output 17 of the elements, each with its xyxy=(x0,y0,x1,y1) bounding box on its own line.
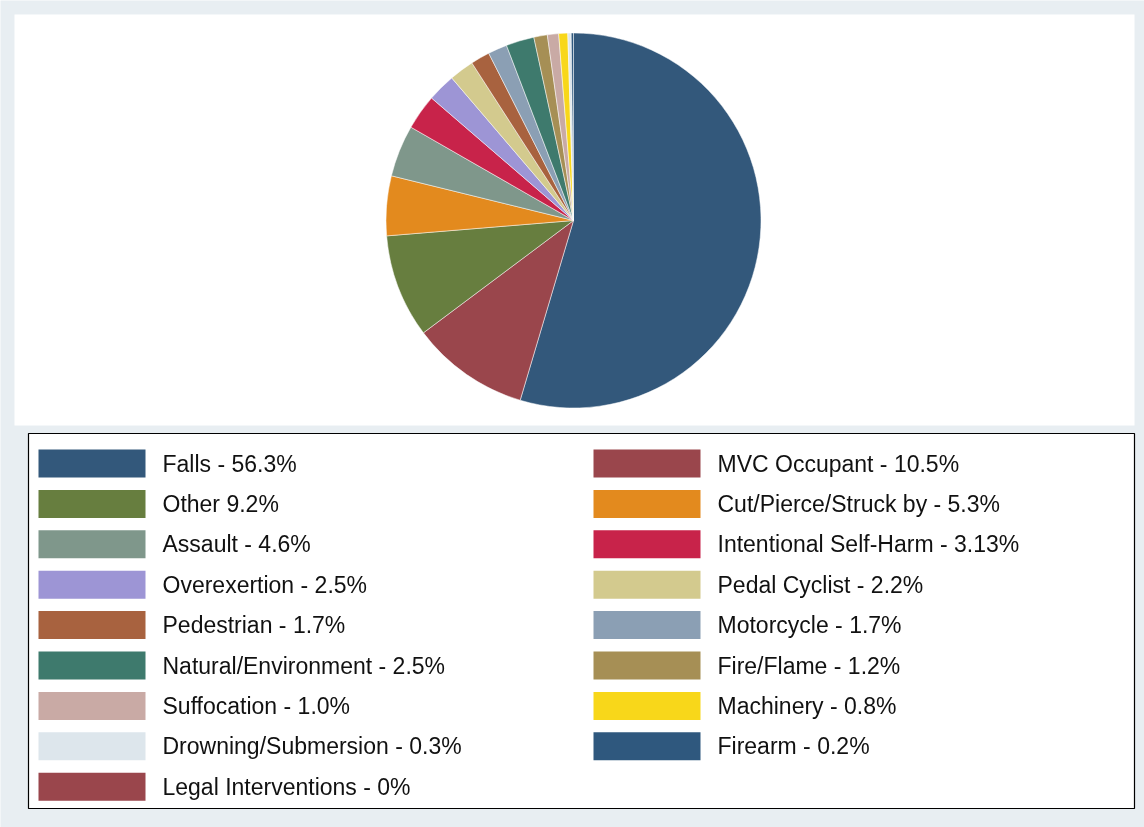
legend-label: Other 9.2% xyxy=(162,490,279,517)
legend-label: Firearm - 0.2% xyxy=(717,733,870,760)
legend-label: Falls - 56.3% xyxy=(162,450,297,477)
legend-label: Drowning/Submersion - 0.3% xyxy=(162,733,462,760)
legend-label: Suffocation - 1.0% xyxy=(162,692,351,719)
legend-label: Machinery - 0.8% xyxy=(717,692,897,719)
legend-label: Assault - 4.6% xyxy=(162,531,311,558)
legend-label: Pedestrian - 1.7% xyxy=(162,612,346,639)
legend-label: Pedal Cyclist - 2.2% xyxy=(717,571,924,598)
legend-label: Cut/Pierce/Struck by - 5.3% xyxy=(717,490,1000,517)
legend-label: Fire/Flame - 1.2% xyxy=(717,652,901,679)
legend-label: Motorcycle - 1.7% xyxy=(717,612,902,639)
legend-label: Overexertion - 2.5% xyxy=(162,571,368,598)
legend-label: Intentional Self-Harm - 3.13% xyxy=(717,531,1020,558)
legend-label: MVC Occupant - 10.5% xyxy=(717,450,960,477)
legend-label: Legal Interventions - 0% xyxy=(162,773,411,800)
legend-label: Natural/Environment - 2.5% xyxy=(162,652,446,679)
